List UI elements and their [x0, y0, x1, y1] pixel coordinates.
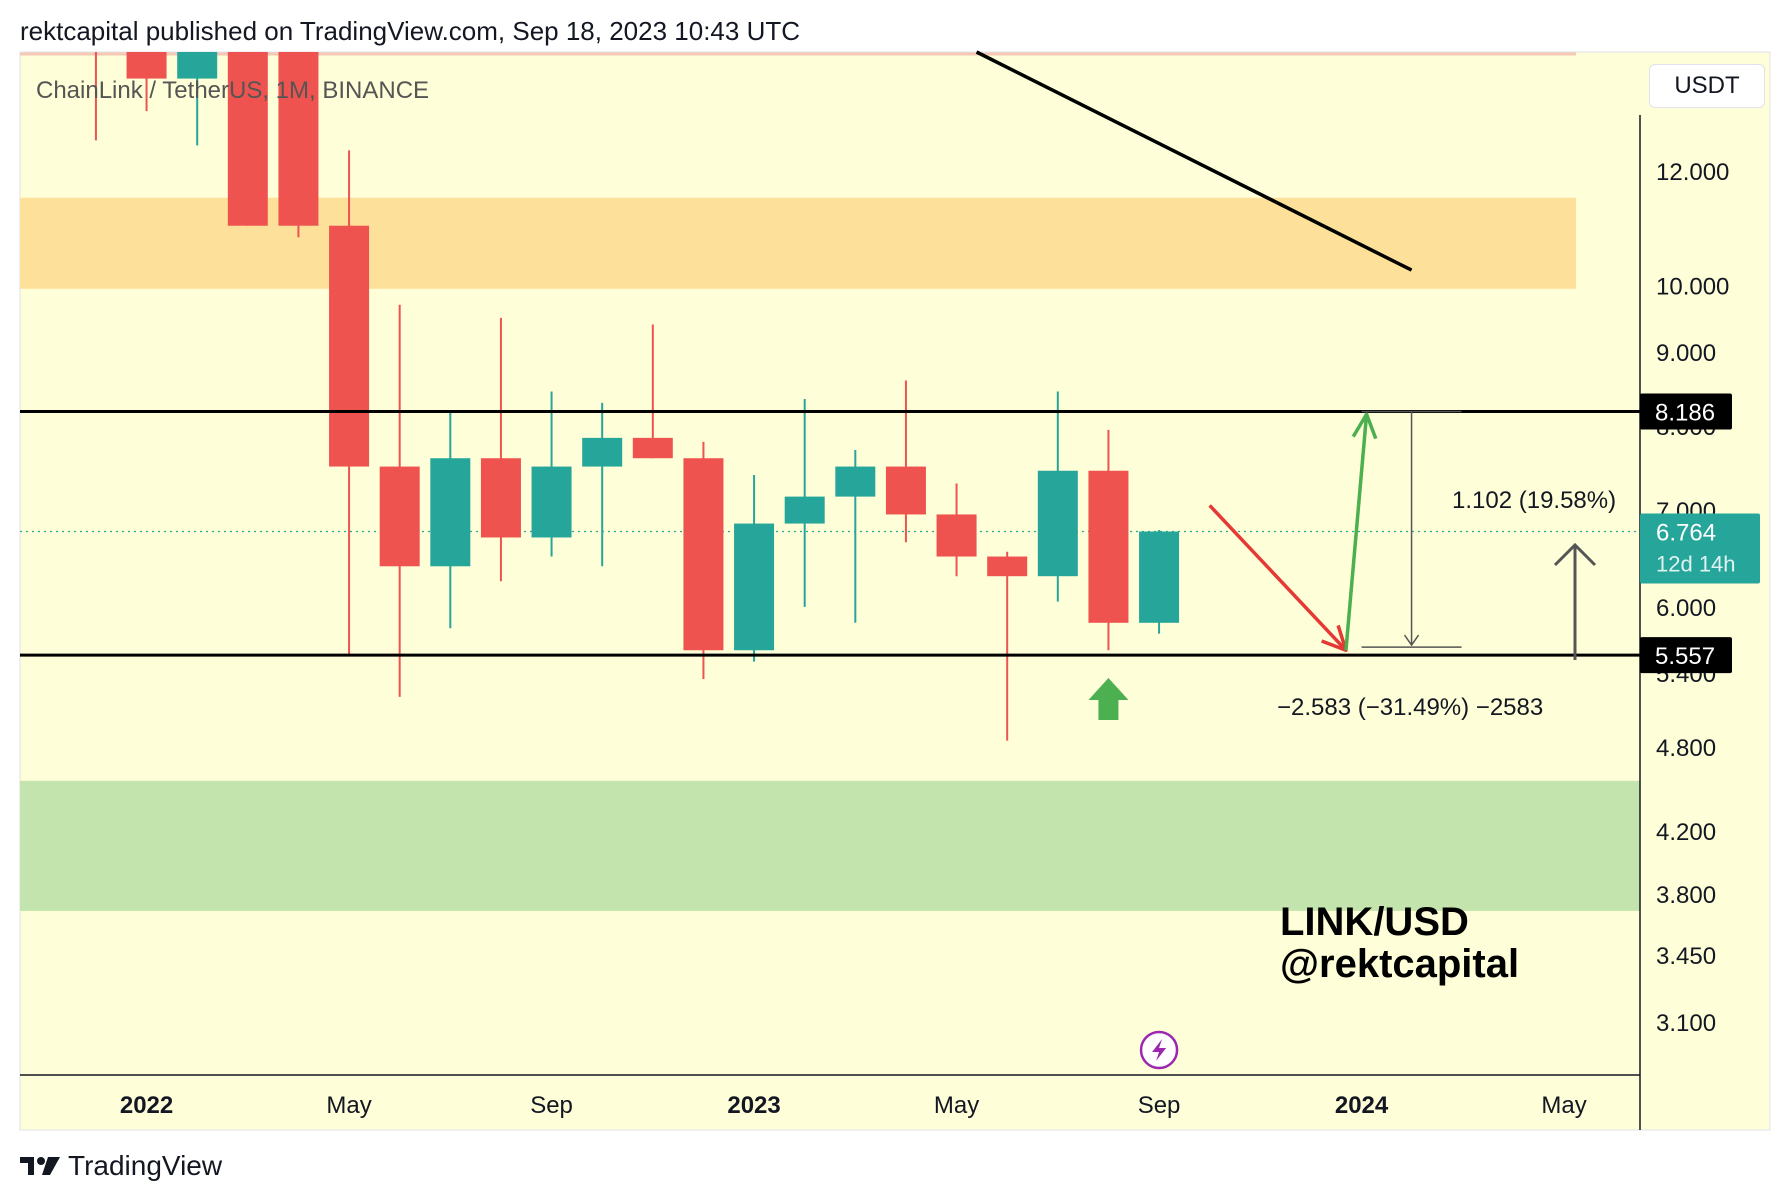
y-tick-label: 3.450	[1656, 943, 1716, 970]
tradingview-logo-icon[interactable]	[20, 1155, 60, 1177]
projection-up-arrowhead	[1351, 412, 1378, 440]
y-tick-label: 4.800	[1656, 735, 1716, 762]
candle-body[interactable]	[430, 458, 471, 567]
candle-body[interactable]	[835, 466, 876, 497]
candle-body[interactable]	[278, 0, 319, 226]
watermark-line2: @rektcapital	[1280, 942, 1519, 986]
y-tick-label: 10.000	[1656, 274, 1729, 301]
candle-body[interactable]	[76, 0, 116, 48]
x-tick-label: Sep	[530, 1092, 573, 1119]
candle-body[interactable]	[582, 437, 623, 467]
candle-body[interactable]	[683, 458, 724, 651]
candle-body[interactable]	[126, 48, 167, 79]
y-tick-label: 9.000	[1656, 340, 1716, 367]
level-price-badge	[1640, 393, 1732, 430]
last-price-badge	[1640, 513, 1760, 584]
lightning-bolt-glyph	[1152, 1039, 1167, 1061]
symbol-label: ChainLink / TetherUS, 1M, BINANCE	[36, 77, 429, 104]
candle-body[interactable]	[379, 466, 420, 567]
candle-body[interactable]	[227, 43, 268, 226]
x-tick-label: 2023	[727, 1092, 780, 1119]
candle-body[interactable]	[734, 523, 775, 651]
tradingview-brand[interactable]: TradingView	[68, 1150, 223, 1181]
x-tick-label: Sep	[1138, 1092, 1181, 1119]
last-price-label: 6.764	[1656, 520, 1716, 547]
y-tick-label: 3.800	[1656, 882, 1716, 909]
grey-up-arrowhead	[1553, 542, 1597, 567]
watermark-line1: LINK/USD	[1280, 900, 1469, 944]
candle-body[interactable]	[885, 466, 926, 515]
currency-button[interactable]: USDT	[1649, 64, 1765, 108]
candle-body[interactable]	[480, 458, 521, 538]
candle-body[interactable]	[784, 496, 825, 524]
candle-body[interactable]	[936, 514, 977, 557]
level-price-badge-label: 5.557	[1655, 643, 1715, 670]
candle-body[interactable]	[1037, 470, 1078, 577]
y-tick-label: 6.000	[1656, 595, 1716, 622]
measure-up-label: 1.102 (19.58%)	[1452, 487, 1616, 514]
candle-body[interactable]	[987, 556, 1028, 577]
projection-up-line[interactable]	[1344, 414, 1369, 651]
measure-down-label: −2.583 (−31.49%) −2583	[1277, 694, 1543, 721]
candle-body[interactable]	[177, 43, 218, 79]
y-tick-label: 3.100	[1656, 1010, 1716, 1037]
measure-arrowhead	[1403, 634, 1420, 647]
candle-body[interactable]	[1088, 470, 1129, 623]
support-zone	[20, 780, 1640, 911]
y-tick-label: 12.000	[1656, 159, 1729, 186]
x-tick-label: May	[934, 1092, 979, 1119]
green-up-arrow-icon	[1088, 678, 1129, 720]
candle-body[interactable]	[329, 225, 370, 467]
publisher-header: rektcapital published on TradingView.com…	[20, 16, 800, 46]
y-tick-label: 4.200	[1656, 819, 1716, 846]
trendline[interactable]	[975, 50, 1413, 272]
candles-group	[76, 0, 1180, 741]
projection-down-line[interactable]	[1208, 504, 1348, 652]
bar-countdown-label: 12d 14h	[1656, 552, 1736, 577]
candle-body[interactable]	[632, 437, 673, 459]
x-tick-label: May	[326, 1092, 371, 1119]
x-tick-label: May	[1541, 1092, 1586, 1119]
candle-body[interactable]	[531, 466, 572, 538]
footer: TradingView	[20, 1150, 222, 1182]
level-price-badge-label: 8.186	[1655, 400, 1715, 427]
candle-body[interactable]	[1139, 531, 1180, 623]
x-tick-label: 2022	[120, 1092, 173, 1119]
x-tick-label: 2024	[1335, 1092, 1389, 1119]
level-price-badge	[1640, 637, 1732, 674]
